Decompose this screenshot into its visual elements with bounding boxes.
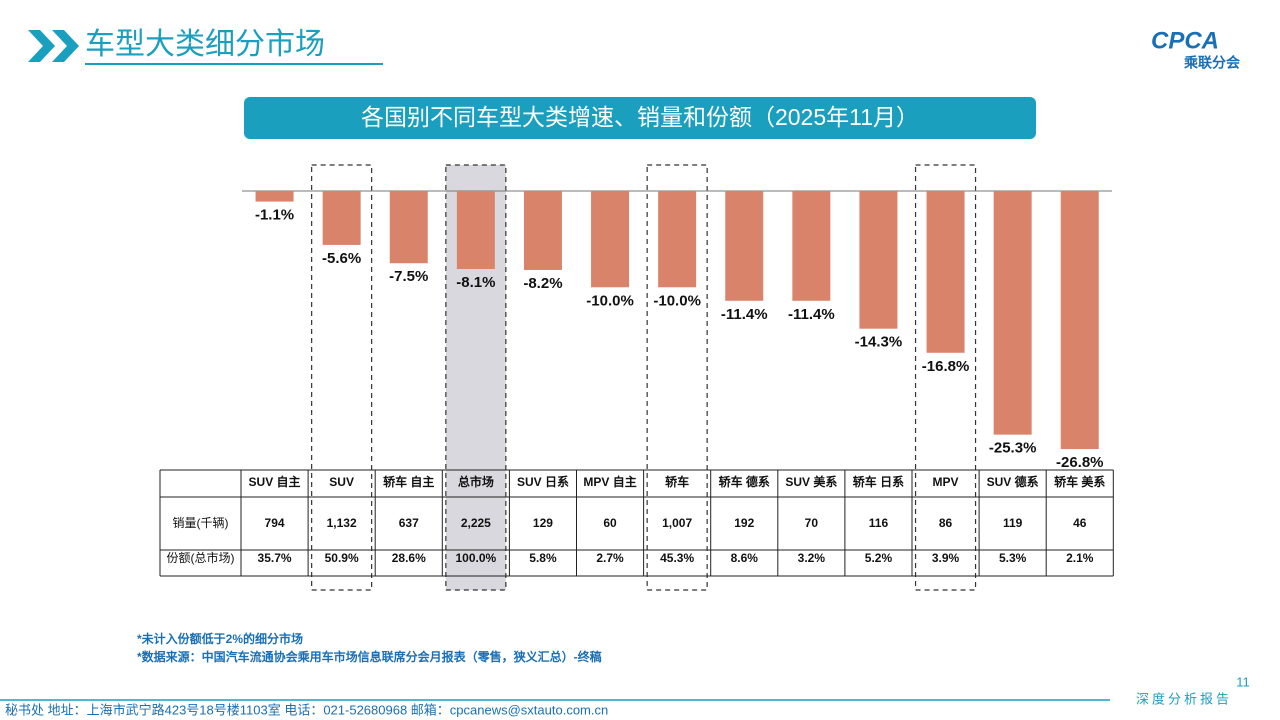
table-cell: 45.3% xyxy=(660,551,694,565)
value-label: -25.3% xyxy=(989,440,1037,457)
bar xyxy=(389,191,428,264)
column-header: SUV 自主 xyxy=(249,474,301,489)
table-cell: 86 xyxy=(939,516,953,530)
bar xyxy=(725,191,764,301)
bar xyxy=(658,191,697,288)
table-cell: 5.8% xyxy=(529,551,557,565)
column-header: 总市场 xyxy=(458,474,494,489)
footer-tag: 深度分析报告 xyxy=(1136,691,1232,706)
column-header: SUV 美系 xyxy=(785,474,837,489)
table-cell: 119 xyxy=(1003,516,1023,530)
value-label: -26.8% xyxy=(1056,454,1104,471)
value-label: -11.4% xyxy=(788,306,835,323)
value-label: -10.0% xyxy=(653,292,701,309)
bar xyxy=(926,191,965,353)
table-cell: 5.3% xyxy=(999,551,1027,565)
table-cell: 50.9% xyxy=(325,551,359,565)
column-header: 轿车 自主 xyxy=(383,474,434,489)
value-label: -10.0% xyxy=(586,292,634,309)
page-number: 11 xyxy=(1236,674,1250,689)
table-cell: 5.2% xyxy=(865,551,893,565)
column-header: 轿车 德系 xyxy=(719,474,770,489)
column-header: MPV xyxy=(933,475,959,489)
bar xyxy=(792,191,831,301)
highlight-box xyxy=(914,164,977,591)
bar xyxy=(523,191,562,270)
bar xyxy=(993,191,1032,435)
page-title: 车型大类细分市场 xyxy=(85,28,325,61)
highlight-box xyxy=(646,164,708,591)
table-cell: 70 xyxy=(805,516,819,530)
note: *数据来源：中国汽车流通协会乘用车市场信息联席分会月报表（零售，狭义汇总）-终稿 xyxy=(137,649,602,664)
table-cell: 2,225 xyxy=(461,516,491,530)
bar xyxy=(1060,191,1099,450)
table-cell: 8.6% xyxy=(731,551,759,565)
column-header: 轿车 日系 xyxy=(853,474,904,489)
highlight-box xyxy=(311,164,373,591)
bar xyxy=(591,191,630,288)
table-cell: 1,132 xyxy=(327,516,357,530)
logo: CPCA xyxy=(1151,27,1219,54)
table-cell: 192 xyxy=(734,516,754,530)
table-cell: 129 xyxy=(533,516,553,530)
value-label: -11.4% xyxy=(721,306,768,323)
table-cell: 2.1% xyxy=(1066,551,1094,565)
column-header: MPV 自主 xyxy=(583,474,636,489)
table-cell: 60 xyxy=(603,516,617,530)
table-cell: 100.0% xyxy=(455,551,496,565)
bar xyxy=(322,191,361,245)
chevron xyxy=(52,30,79,62)
bar xyxy=(859,191,898,329)
bar xyxy=(456,191,495,270)
column-header: 轿车 美系 xyxy=(1054,474,1105,489)
footer-address: 秘书处 地址：上海市武宁路423号18号楼1103室 电话：021-526809… xyxy=(5,702,608,717)
value-label: -1.1% xyxy=(255,207,294,224)
table-cell: 1,007 xyxy=(662,516,692,530)
chart-title-box xyxy=(244,97,1036,139)
table-cell: 3.2% xyxy=(798,551,826,565)
table-cell: 637 xyxy=(399,516,419,530)
chevron xyxy=(28,30,55,62)
value-label: -8.1% xyxy=(456,274,495,291)
table-cell: 46 xyxy=(1073,516,1087,530)
row-header: 销量(千辆) xyxy=(173,516,229,530)
table-cell: 35.7% xyxy=(258,551,292,565)
note: *未计入份额低于2%的细分市场 xyxy=(137,631,303,646)
logo-sub: 乘联分会 xyxy=(1183,55,1241,71)
chart-title: 各国别不同车型大类增速、销量和份额（2025年11月） xyxy=(361,104,919,130)
value-label: -14.3% xyxy=(855,334,903,351)
value-label: -8.2% xyxy=(523,275,562,292)
value-label: -7.5% xyxy=(389,268,428,285)
value-label: -16.8% xyxy=(922,358,970,375)
table-cell: 116 xyxy=(869,516,889,530)
column-header: SUV 德系 xyxy=(987,474,1039,489)
column-header: SUV 日系 xyxy=(517,474,569,489)
table-cell: 2.7% xyxy=(596,551,624,565)
column-header: 轿车 xyxy=(665,474,689,489)
row-header: 份额(总市场) xyxy=(167,550,235,565)
value-label: -5.6% xyxy=(322,250,361,267)
column-header: SUV xyxy=(329,475,354,489)
table-cell: 794 xyxy=(265,516,285,530)
table-cell: 3.9% xyxy=(932,551,960,565)
bar xyxy=(255,191,294,202)
table-cell: 28.6% xyxy=(392,551,426,565)
